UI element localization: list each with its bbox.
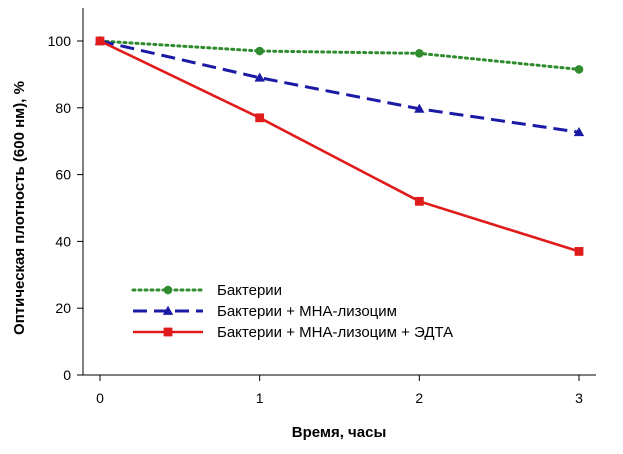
series-3 [95, 36, 584, 256]
series-line [99, 39, 580, 253]
y-tick-label: 60 [55, 167, 71, 183]
legend-marker [162, 305, 174, 315]
series-line [99, 39, 580, 134]
legend-item-1: Бактерии [131, 282, 282, 299]
series-1 [95, 36, 584, 74]
y-tick-label: 20 [55, 300, 71, 316]
x-tick-label: 2 [415, 390, 423, 406]
legend-marker [163, 285, 173, 295]
legend-label: Бактерии [217, 282, 282, 299]
data-point [95, 36, 105, 46]
legend-marker [163, 327, 173, 337]
data-point [415, 49, 424, 58]
data-point [254, 72, 265, 82]
legend-item-2: Бактерии + МНА-лизоцим [133, 303, 397, 320]
x-tick-label: 1 [256, 390, 264, 406]
y-tick-label: 40 [55, 233, 71, 249]
series-layer [94, 35, 585, 256]
data-point [414, 103, 425, 113]
data-point [255, 46, 264, 56]
y-tick-label: 0 [63, 367, 71, 383]
y-tick-label: 80 [55, 100, 71, 116]
legend-label: Бактерии + МНА-лизоцим + ЭДТА [217, 324, 453, 341]
series-line [98, 39, 581, 71]
x-tick-label: 3 [575, 390, 583, 406]
data-point [414, 196, 424, 206]
data-point [573, 126, 585, 137]
x-tick-label: 0 [96, 390, 104, 406]
legend-label: Бактерии + МНА-лизоцим [217, 303, 397, 320]
legend: Бактерии Бактерии + МНА-лизоцим Бактерии +… [131, 282, 453, 341]
data-point [255, 113, 265, 123]
y-tick-label: 100 [48, 33, 72, 49]
data-point [574, 247, 584, 256]
legend-item-3: Бактерии + МНА-лизоцим + ЭДТА [133, 324, 453, 341]
data-point [574, 65, 584, 74]
y-axis-title: Оптическая плотность (600 нм), % [11, 81, 28, 335]
x-axis-title: Время, часы [292, 424, 387, 441]
axes: 0 20 40 60 80 100 0 1 2 3 [48, 8, 596, 406]
